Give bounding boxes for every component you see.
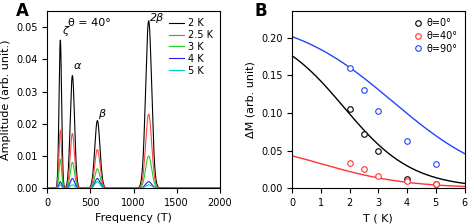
5 K bbox=[217, 187, 223, 190]
4 K bbox=[110, 187, 116, 190]
Text: 2β: 2β bbox=[150, 13, 164, 23]
3 K bbox=[76, 186, 82, 189]
2.5 K bbox=[76, 186, 82, 189]
5 K bbox=[45, 187, 50, 190]
2 K bbox=[157, 187, 163, 189]
Line: 3 K: 3 K bbox=[47, 156, 220, 188]
Text: ζ: ζ bbox=[62, 26, 68, 36]
Y-axis label: Amplitude (arb. unit.): Amplitude (arb. unit.) bbox=[0, 39, 10, 160]
X-axis label: Frequency (T): Frequency (T) bbox=[95, 213, 172, 223]
3 K bbox=[110, 187, 116, 190]
3 K bbox=[186, 187, 192, 190]
2.5 K bbox=[146, 113, 152, 116]
2 K bbox=[110, 187, 116, 190]
Text: A: A bbox=[17, 2, 29, 20]
2 K bbox=[76, 185, 82, 188]
4 K bbox=[70, 177, 75, 180]
3 K bbox=[157, 187, 163, 190]
2.5 K bbox=[186, 187, 192, 190]
2 K bbox=[148, 57, 154, 59]
Text: θ = 40°: θ = 40° bbox=[68, 18, 111, 28]
5 K bbox=[157, 187, 163, 190]
Line: 4 K: 4 K bbox=[47, 179, 220, 188]
Legend: θ=0°, θ=40°, θ=90°: θ=0°, θ=40°, θ=90° bbox=[411, 16, 460, 56]
4 K bbox=[76, 187, 82, 189]
4 K bbox=[148, 182, 154, 185]
2.5 K bbox=[173, 187, 179, 190]
5 K bbox=[76, 187, 82, 190]
3 K bbox=[148, 162, 154, 164]
X-axis label: T ( K): T ( K) bbox=[364, 213, 393, 223]
4 K bbox=[45, 187, 50, 190]
2.5 K bbox=[148, 129, 154, 132]
2 K bbox=[186, 187, 192, 190]
2.5 K bbox=[217, 187, 223, 190]
4 K bbox=[173, 187, 179, 190]
Text: β: β bbox=[98, 109, 105, 119]
5 K bbox=[173, 187, 179, 190]
Line: 2 K: 2 K bbox=[47, 21, 220, 188]
4 K bbox=[186, 187, 192, 190]
5 K bbox=[186, 187, 192, 190]
Text: α: α bbox=[73, 61, 81, 71]
4 K bbox=[217, 187, 223, 190]
2 K bbox=[217, 187, 223, 190]
5 K bbox=[110, 187, 116, 190]
Line: 2.5 K: 2.5 K bbox=[47, 114, 220, 188]
5 K bbox=[148, 184, 154, 187]
2 K bbox=[45, 187, 50, 190]
5 K bbox=[94, 180, 100, 183]
2.5 K bbox=[157, 187, 163, 189]
Y-axis label: ΔM (arb. unit): ΔM (arb. unit) bbox=[246, 61, 255, 138]
4 K bbox=[157, 187, 163, 190]
2 K bbox=[173, 187, 179, 190]
2 K bbox=[146, 19, 152, 22]
3 K bbox=[146, 155, 152, 157]
Legend: 2 K, 2.5 K, 3 K, 4 K, 5 K: 2 K, 2.5 K, 3 K, 4 K, 5 K bbox=[167, 16, 215, 78]
Line: 5 K: 5 K bbox=[47, 182, 220, 188]
3 K bbox=[217, 187, 223, 190]
3 K bbox=[45, 187, 50, 190]
2.5 K bbox=[110, 187, 116, 190]
3 K bbox=[173, 187, 179, 190]
2.5 K bbox=[45, 187, 50, 190]
Text: B: B bbox=[254, 2, 267, 20]
